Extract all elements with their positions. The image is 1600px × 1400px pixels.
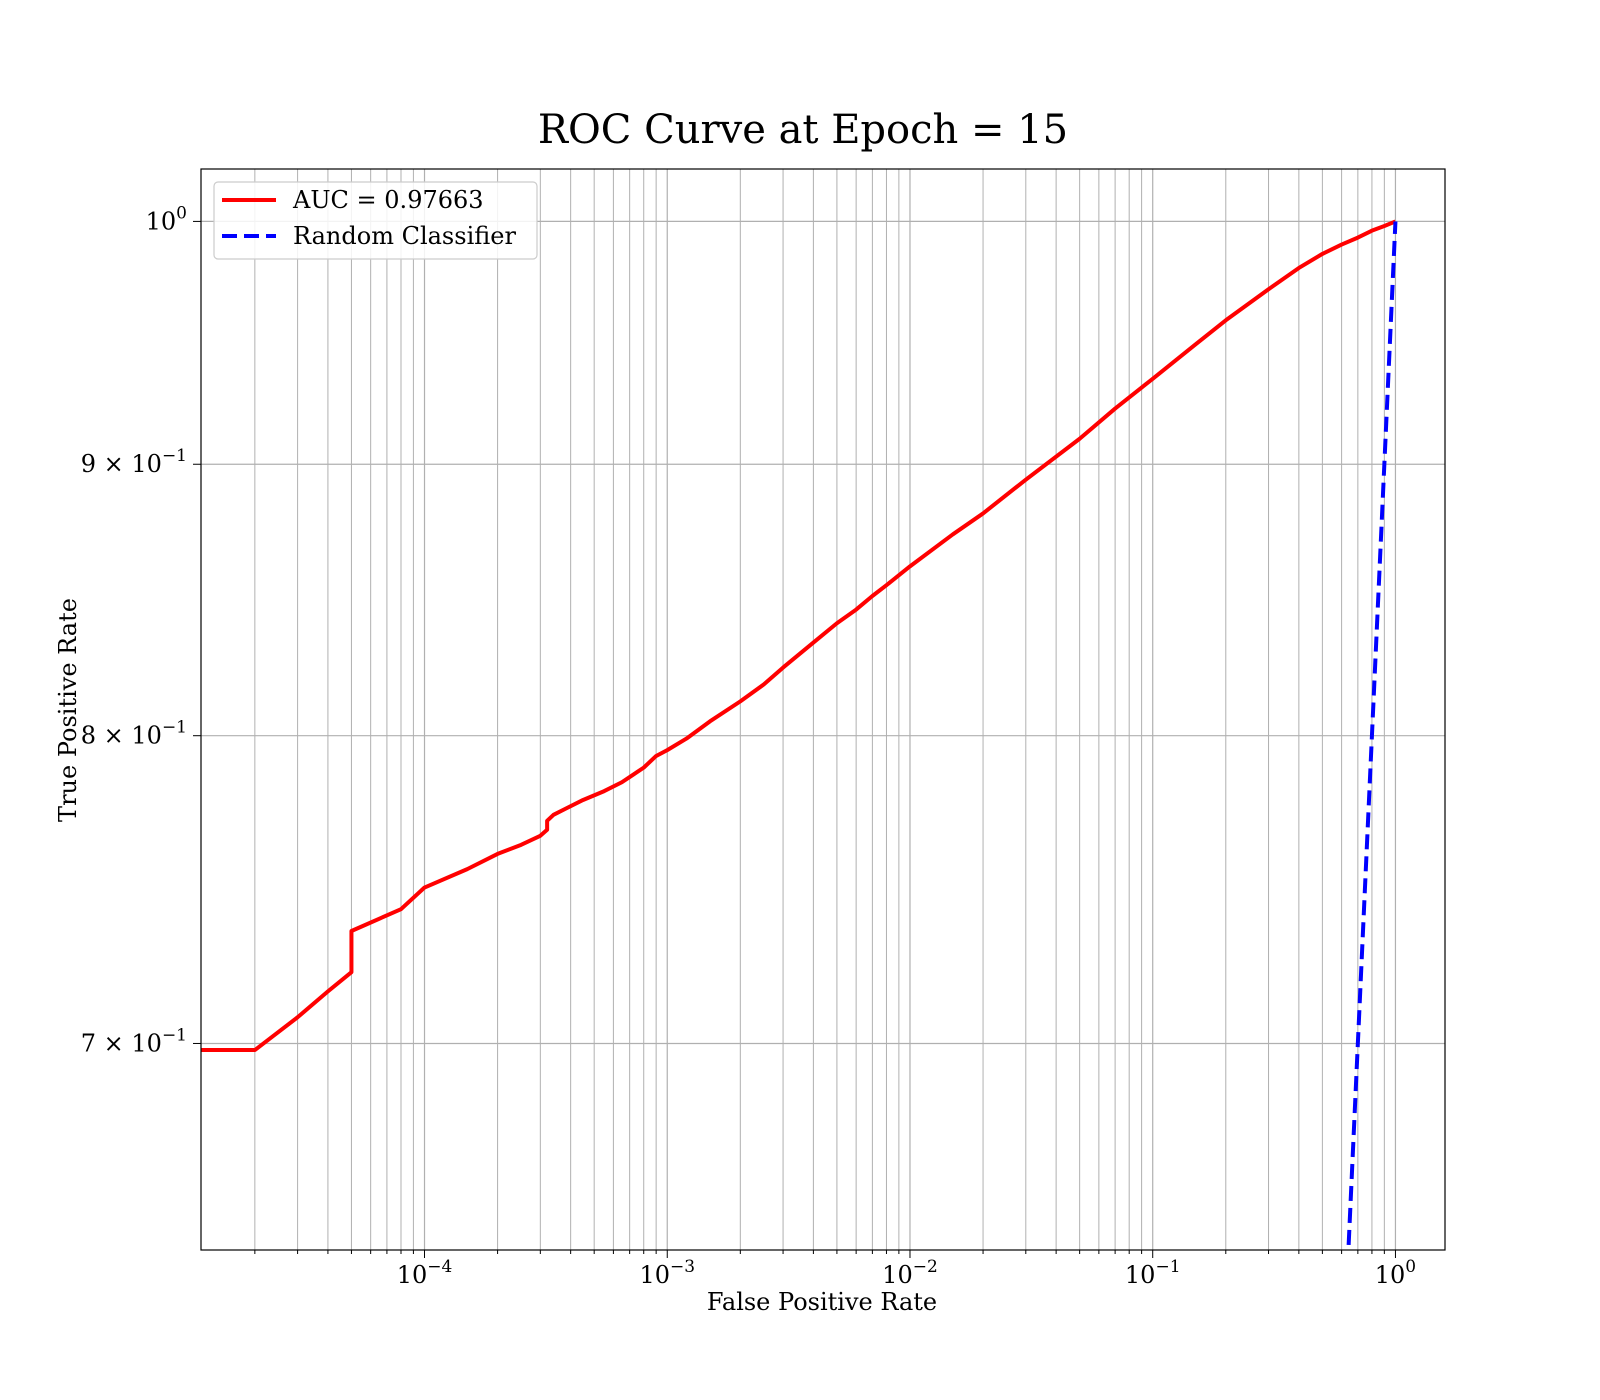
legend-box <box>213 181 538 260</box>
axis-ticks: 10−4 10−3 10−2 10−1 100 100 9 × 10−1 8 × 10−1 7 … <box>81 203 1416 1289</box>
legend-label-random-classifier: Random Classifier <box>293 222 516 250</box>
y-tick-label: 9 × 10−1 <box>81 446 187 478</box>
y-tick-label: 100 <box>146 203 187 235</box>
x-tick-label: 10−1 <box>1125 1257 1181 1289</box>
plot-frame <box>200 168 1446 1251</box>
legend: AUC = 0.97663 Random Classifier <box>213 181 538 260</box>
x-tick-label: 10−3 <box>639 1257 695 1289</box>
y-axis-label: True Positive Rate <box>54 598 82 822</box>
grid-lines <box>201 169 1445 1250</box>
series-line-random-classifier <box>1346 221 1398 1250</box>
chart-title: ROC Curve at Epoch = 15 <box>538 107 1068 153</box>
x-axis-label: False Positive Rate <box>707 1288 937 1316</box>
y-tick-label: 8 × 10−1 <box>81 718 187 750</box>
series-line-auc <box>201 219 1397 1053</box>
y-tick-label: 7 × 10−1 <box>81 1025 187 1057</box>
x-tick-label: 10−4 <box>397 1257 453 1289</box>
legend-label-auc: AUC = 0.97663 <box>292 186 484 214</box>
x-tick-label: 100 <box>1375 1257 1416 1289</box>
x-tick-label: 10−2 <box>882 1257 938 1289</box>
